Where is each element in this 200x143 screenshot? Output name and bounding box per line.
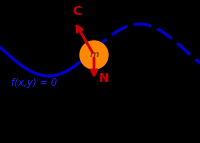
Circle shape xyxy=(80,41,108,69)
Text: m: m xyxy=(89,50,99,59)
Text: C: C xyxy=(72,5,82,18)
Text: N: N xyxy=(99,73,109,86)
Text: f(x,y) = 0: f(x,y) = 0 xyxy=(11,78,57,88)
